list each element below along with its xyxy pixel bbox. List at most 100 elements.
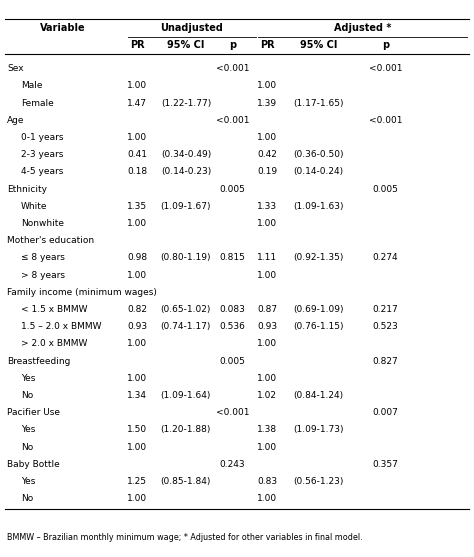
Text: 0.083: 0.083 (219, 305, 245, 314)
Text: 0.19: 0.19 (257, 168, 277, 177)
Text: Sex: Sex (7, 64, 24, 74)
Text: 1.00: 1.00 (127, 374, 147, 383)
Text: 0.93: 0.93 (257, 322, 277, 331)
Text: Breastfeeding: Breastfeeding (7, 356, 71, 365)
Text: 1.00: 1.00 (257, 494, 277, 503)
Text: <0.001: <0.001 (216, 64, 249, 74)
Text: 1.35: 1.35 (127, 202, 147, 211)
Text: 1.34: 1.34 (127, 391, 147, 400)
Text: (0.74-1.17): (0.74-1.17) (161, 322, 211, 331)
Text: 0.007: 0.007 (373, 408, 399, 417)
Text: (0.84-1.24): (0.84-1.24) (293, 391, 343, 400)
Text: Yes: Yes (21, 374, 36, 383)
Text: (1.09-1.63): (1.09-1.63) (293, 202, 344, 211)
Text: Age: Age (7, 116, 25, 125)
Text: Ethnicity: Ethnicity (7, 184, 47, 194)
Text: Nonwhite: Nonwhite (21, 219, 64, 228)
Text: (0.34-0.49): (0.34-0.49) (161, 150, 211, 159)
Text: Unadjusted: Unadjusted (160, 23, 223, 33)
Text: Male: Male (21, 81, 43, 90)
Text: (1.09-1.64): (1.09-1.64) (161, 391, 211, 400)
Text: White: White (21, 202, 47, 211)
Text: 1.00: 1.00 (127, 133, 147, 142)
Text: (1.22-1.77): (1.22-1.77) (161, 99, 211, 108)
Text: 0.18: 0.18 (127, 168, 147, 177)
Text: 95% CI: 95% CI (167, 40, 205, 50)
Text: 1.00: 1.00 (127, 339, 147, 348)
Text: Family income (minimum wages): Family income (minimum wages) (7, 288, 157, 297)
Text: (0.36-0.50): (0.36-0.50) (293, 150, 344, 159)
Text: (0.65-1.02): (0.65-1.02) (161, 305, 211, 314)
Text: 1.00: 1.00 (127, 442, 147, 452)
Text: 1.00: 1.00 (127, 271, 147, 280)
Text: 1.47: 1.47 (127, 99, 147, 108)
Text: Variable: Variable (40, 23, 86, 33)
Text: 0.243: 0.243 (219, 460, 245, 469)
Text: (1.09-1.67): (1.09-1.67) (161, 202, 211, 211)
Text: 1.02: 1.02 (257, 391, 277, 400)
Text: 1.5 – 2.0 x BMMW: 1.5 – 2.0 x BMMW (21, 322, 101, 331)
Text: (1.20-1.88): (1.20-1.88) (161, 426, 211, 434)
Text: 0.815: 0.815 (219, 253, 245, 262)
Text: 0.217: 0.217 (373, 305, 399, 314)
Text: 0.93: 0.93 (127, 322, 147, 331)
Text: 0.42: 0.42 (257, 150, 277, 159)
Text: 0.357: 0.357 (373, 460, 399, 469)
Text: PR: PR (130, 40, 145, 50)
Text: < 1.5 x BMMW: < 1.5 x BMMW (21, 305, 88, 314)
Text: 0.98: 0.98 (127, 253, 147, 262)
Text: 0.827: 0.827 (373, 356, 399, 365)
Text: 0.005: 0.005 (219, 356, 245, 365)
Text: (0.76-1.15): (0.76-1.15) (293, 322, 344, 331)
Text: (0.14-0.23): (0.14-0.23) (161, 168, 211, 177)
Text: <0.001: <0.001 (216, 408, 249, 417)
Text: 0.274: 0.274 (373, 253, 399, 262)
Text: 0.41: 0.41 (127, 150, 147, 159)
Text: No: No (21, 494, 33, 503)
Text: PR: PR (260, 40, 274, 50)
Text: 0.536: 0.536 (219, 322, 245, 331)
Text: 0.87: 0.87 (257, 305, 277, 314)
Text: BMMW – Brazilian monthly minimum wage; * Adjusted for other variables in final m: BMMW – Brazilian monthly minimum wage; *… (7, 532, 363, 541)
Text: > 2.0 x BMMW: > 2.0 x BMMW (21, 339, 87, 348)
Text: 95% CI: 95% CI (300, 40, 337, 50)
Text: <0.001: <0.001 (369, 116, 402, 125)
Text: 2-3 years: 2-3 years (21, 150, 64, 159)
Text: 1.33: 1.33 (257, 202, 277, 211)
Text: <0.001: <0.001 (216, 116, 249, 125)
Text: 1.38: 1.38 (257, 426, 277, 434)
Text: 1.00: 1.00 (127, 81, 147, 90)
Text: 0.523: 0.523 (373, 322, 399, 331)
Text: 0.005: 0.005 (219, 184, 245, 194)
Text: ≤ 8 years: ≤ 8 years (21, 253, 65, 262)
Text: p: p (382, 40, 389, 50)
Text: 1.00: 1.00 (257, 339, 277, 348)
Text: > 8 years: > 8 years (21, 271, 65, 280)
Text: Pacifier Use: Pacifier Use (7, 408, 60, 417)
Text: (0.14-0.24): (0.14-0.24) (293, 168, 343, 177)
Text: 1.39: 1.39 (257, 99, 277, 108)
Text: 1.00: 1.00 (257, 374, 277, 383)
Text: 1.11: 1.11 (257, 253, 277, 262)
Text: (0.92-1.35): (0.92-1.35) (293, 253, 344, 262)
Text: Yes: Yes (21, 477, 36, 486)
Text: (0.80-1.19): (0.80-1.19) (161, 253, 211, 262)
Text: Yes: Yes (21, 426, 36, 434)
Text: 1.00: 1.00 (257, 219, 277, 228)
Text: 1.00: 1.00 (257, 133, 277, 142)
Text: No: No (21, 391, 33, 400)
Text: (0.85-1.84): (0.85-1.84) (161, 477, 211, 486)
Text: (0.69-1.09): (0.69-1.09) (293, 305, 344, 314)
Text: 0.82: 0.82 (127, 305, 147, 314)
Text: Mother's education: Mother's education (7, 236, 94, 245)
Text: 1.00: 1.00 (127, 494, 147, 503)
Text: 1.50: 1.50 (127, 426, 147, 434)
Text: 1.00: 1.00 (257, 271, 277, 280)
Text: (1.17-1.65): (1.17-1.65) (293, 99, 344, 108)
Text: Female: Female (21, 99, 54, 108)
Text: 1.00: 1.00 (257, 81, 277, 90)
Text: 0.005: 0.005 (373, 184, 399, 194)
Text: 0-1 years: 0-1 years (21, 133, 64, 142)
Text: <0.001: <0.001 (369, 64, 402, 74)
Text: 4-5 years: 4-5 years (21, 168, 64, 177)
